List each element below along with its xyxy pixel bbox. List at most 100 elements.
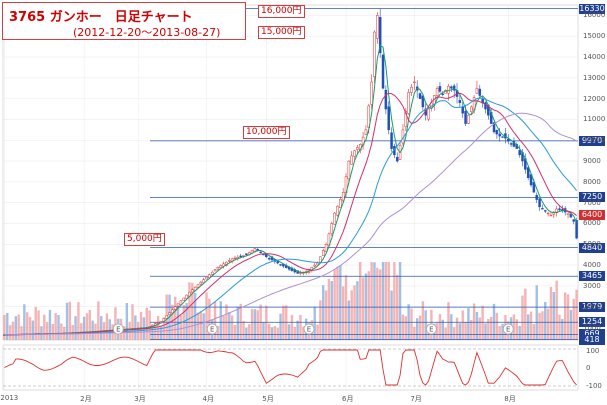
main-plot-area [2, 4, 579, 341]
volume-bar [410, 308, 413, 340]
volume-bar [452, 327, 456, 340]
volume-bar [51, 323, 55, 340]
y-tick-label: 8000 [583, 177, 601, 186]
candle-body [478, 88, 482, 96]
price-label: 1254 [579, 317, 605, 328]
candle-body [558, 208, 561, 211]
volume-bar [105, 313, 109, 340]
volume-bar [134, 315, 137, 340]
volume-bar [555, 280, 558, 340]
price-label: 3465 [579, 271, 605, 282]
x-tick-label: 5月 [262, 395, 274, 403]
volume-bar [151, 324, 154, 340]
volume-bar [501, 323, 504, 340]
candle-body [575, 220, 578, 239]
price-label: 669 [579, 329, 605, 340]
volume-bar [390, 290, 393, 340]
candle-body [299, 272, 302, 274]
volume-bar [265, 305, 268, 340]
volume-bar [344, 275, 348, 340]
candle-body [333, 212, 336, 225]
y-tick-label: 1000 [583, 323, 601, 332]
volume-bar [28, 317, 32, 340]
osc-tick-label: -100 [586, 382, 602, 390]
x-tick-label: 2013 [0, 394, 19, 402]
candle-body [202, 279, 205, 283]
candle-body [569, 214, 573, 218]
volume-bar [11, 321, 15, 340]
volume-bar [279, 313, 282, 340]
volume-bar [561, 318, 564, 340]
volume-bar [398, 262, 402, 340]
volume-bar [202, 313, 205, 340]
volume-bar [327, 278, 331, 340]
candle-body [475, 87, 479, 94]
volume-bar [299, 314, 302, 340]
candle-body [364, 129, 368, 135]
volume-bar [48, 309, 52, 340]
volume-bar [350, 290, 353, 340]
candle-body [427, 108, 430, 120]
volume-bar [296, 320, 299, 340]
chart-period: (2012-12-20～2013-08-27) [73, 26, 221, 39]
candle-body [185, 294, 188, 299]
candle-body [262, 253, 265, 256]
volume-bar [273, 326, 277, 340]
y-tick-label: 2000 [583, 302, 601, 311]
volume-bar [401, 314, 405, 340]
candle-body [418, 93, 422, 99]
volume-bar [82, 316, 86, 340]
volume-bar [17, 314, 20, 340]
volume-bar [267, 323, 271, 340]
earnings-marker [206, 323, 218, 335]
candle-body [501, 136, 504, 138]
volume-bar [148, 310, 151, 340]
volume-bar [330, 281, 333, 340]
volume-bar [441, 319, 444, 340]
y-tick-label: 16000 [583, 11, 606, 20]
volume-bar [370, 262, 373, 340]
candle-body [541, 208, 544, 210]
volume-bar [444, 327, 447, 340]
volume-bar [97, 301, 100, 340]
candle-body [467, 115, 470, 124]
candle-body [182, 297, 186, 301]
oscillator-line [4, 349, 577, 386]
candle-body [549, 214, 553, 217]
earnings-marker [502, 323, 514, 335]
volume-bar [230, 315, 234, 340]
candle-body [339, 198, 342, 208]
candle-body [441, 93, 445, 95]
chart-title: 3765 ガンホー 日足チャート [9, 10, 193, 25]
volume-bar [384, 262, 388, 340]
volume-bar [353, 285, 356, 340]
candle-body [390, 132, 393, 149]
volume-bar [359, 262, 362, 340]
candle-body [450, 86, 453, 89]
volume-bar [464, 321, 467, 340]
candle-body [410, 86, 413, 93]
moving-average-short [4, 44, 578, 336]
earnings-marker [303, 323, 315, 335]
volume-bar [159, 325, 163, 340]
candle-body [461, 106, 464, 114]
candle-body [313, 264, 316, 267]
y-tick-label: 5000 [583, 240, 601, 249]
volume-bar [373, 262, 376, 340]
y-tick-label: 10000 [583, 136, 606, 145]
candle-body [196, 284, 200, 288]
candle-body [492, 122, 496, 133]
moving-average-medium [4, 92, 577, 336]
candle-body [376, 15, 379, 39]
volume-bar [526, 314, 530, 340]
annotation-15000: 15,000円 [258, 26, 305, 39]
x-tick-label: 6月 [342, 395, 354, 403]
volume-bar [333, 269, 336, 340]
candle-body [233, 257, 237, 260]
volume-bar [347, 300, 351, 340]
chart-title-box: 3765 ガンホー 日足チャート (2012-12-20～2013-08-27) [2, 2, 246, 40]
candle-body [165, 315, 168, 319]
volume-bar [193, 292, 197, 340]
volume-bar [316, 324, 319, 340]
